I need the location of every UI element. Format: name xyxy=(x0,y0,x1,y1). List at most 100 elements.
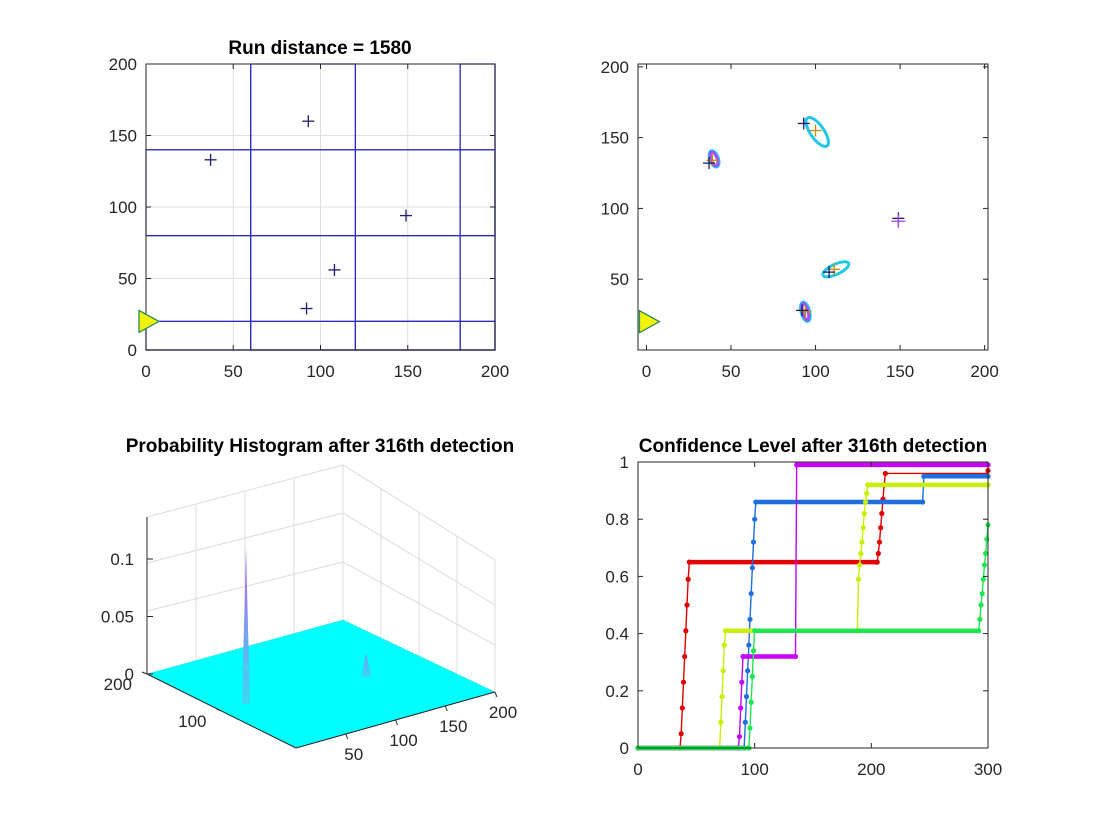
estimate-plot-x-tick-label: 150 xyxy=(886,362,914,381)
confidence-point xyxy=(857,562,863,568)
estimate-plot-y-tick-label: 50 xyxy=(610,270,629,289)
confidence-point xyxy=(753,499,759,505)
confidence-level-plot: Confidence Level after 316th detection 0… xyxy=(605,436,1002,779)
confidence-point xyxy=(736,733,743,740)
confidence-point xyxy=(684,602,690,608)
confidence-point xyxy=(882,470,888,477)
confidence-point xyxy=(680,679,687,685)
search-plot-y-tick-label: 0 xyxy=(128,341,137,360)
search-plot-x-tick-label: 100 xyxy=(306,362,334,381)
confidence-point xyxy=(685,576,691,582)
search-plot-x-tick-label: 0 xyxy=(141,362,150,381)
search-plot-x-tick-label: 200 xyxy=(481,362,509,381)
confidence-point xyxy=(980,576,986,582)
z-tick-label: 0 xyxy=(125,665,134,684)
confidence-point xyxy=(858,550,864,557)
confidence-point xyxy=(920,499,926,505)
confidence-point xyxy=(738,705,744,711)
confidence-point xyxy=(743,693,750,700)
confidence-point xyxy=(752,516,758,522)
confidence-point xyxy=(750,648,757,654)
confidence-point xyxy=(747,725,753,731)
confidence-ellipse xyxy=(804,116,830,148)
confidence-point xyxy=(984,536,990,542)
y-tick-mark xyxy=(141,671,148,675)
confidence-point xyxy=(683,628,689,634)
confidence-plot-x-tick-label: 300 xyxy=(974,760,1002,779)
confidence-point xyxy=(678,731,684,737)
estimate-plot-y-tick-label: 200 xyxy=(601,58,629,77)
confidence-point xyxy=(686,559,692,565)
confidence-plot-y-tick-label: 0.2 xyxy=(605,682,629,701)
histogram-grid xyxy=(146,464,496,700)
confidence-plot-y-tick-label: 0 xyxy=(620,739,629,758)
estimate-plot-x-tick-label: 0 xyxy=(642,362,651,381)
confidence-point xyxy=(874,559,880,565)
confidence-point xyxy=(718,719,724,725)
y-tick-label: 100 xyxy=(178,712,206,731)
y-tick-label: 200 xyxy=(104,675,132,694)
confidence-point xyxy=(722,628,729,634)
histogram-title: Probability Histogram after 316th detect… xyxy=(126,436,515,457)
y-tick-mark xyxy=(216,708,222,712)
probability-peak xyxy=(240,660,251,670)
confidence-point xyxy=(878,525,884,531)
confidence-point xyxy=(679,705,685,711)
probability-peak xyxy=(361,652,372,677)
x-tick-mark xyxy=(444,705,448,712)
confidence-point xyxy=(979,590,985,597)
confidence-point xyxy=(862,499,869,505)
confidence-point xyxy=(746,642,752,648)
target-estimate-plot: 0 50 100 150 200 50 100 150 200 xyxy=(601,58,999,381)
confidence-plot-y-tick-label: 0.8 xyxy=(605,510,629,529)
estimate-plot-x-tick-label: 200 xyxy=(970,362,998,381)
confidence-point xyxy=(749,673,755,680)
confidence-plot-y-tick-label: 0.4 xyxy=(605,625,629,644)
confidence-plot-y-tick-label: 1 xyxy=(620,453,629,472)
confidence-point xyxy=(752,628,758,634)
estimate-plot-y-tick-label: 150 xyxy=(601,129,629,148)
search-pattern-plot: Run distance = 1580 0 50 100 150 200 0 50 100 15… xyxy=(109,38,510,381)
confidence-series-line xyxy=(638,475,988,749)
confidence-point xyxy=(864,490,870,497)
confidence-point xyxy=(983,550,989,557)
probability-peak xyxy=(242,548,250,705)
confidence-point xyxy=(977,616,983,622)
x-tick-mark xyxy=(494,691,498,698)
confidence-title: Confidence Level after 316th detection xyxy=(639,436,987,457)
confidence-point xyxy=(981,562,988,568)
confidence-point xyxy=(750,539,757,545)
estimate-plot-x-tick-label: 100 xyxy=(801,362,829,381)
confidence-point xyxy=(749,565,755,571)
search-plot-x-tick-label: 150 xyxy=(394,362,422,381)
search-plot-y-tick-label: 150 xyxy=(109,127,137,146)
confidence-series-line xyxy=(638,464,988,749)
search-plot-y-tick-label: 50 xyxy=(118,270,137,289)
search-plot-x-tick-label: 50 xyxy=(224,362,243,381)
confidence-point xyxy=(865,482,871,488)
confidence-point xyxy=(682,653,688,660)
x-tick-label: 100 xyxy=(389,731,417,750)
confidence-point xyxy=(860,525,866,531)
x-tick-mark xyxy=(345,733,349,740)
confidence-plot-x-tick-label: 100 xyxy=(740,760,768,779)
estimate-plot-axes-box xyxy=(637,63,989,351)
yellow-triangle-vehicle-icon xyxy=(138,309,161,334)
confidence-point xyxy=(748,590,754,597)
confidence-point xyxy=(976,628,982,634)
confidence-point xyxy=(978,602,984,608)
estimate-plot-y-tick-label: 100 xyxy=(601,199,629,218)
confidence-point xyxy=(876,539,883,545)
x-tick-label: 200 xyxy=(489,703,517,722)
confidence-series-line xyxy=(638,524,989,749)
confidence-point xyxy=(747,616,753,622)
search-plot-y-tick-label: 200 xyxy=(109,55,137,74)
confidence-point xyxy=(748,699,754,705)
confidence-plot-x-tick-label: 200 xyxy=(857,760,885,779)
confidence-point xyxy=(875,550,881,557)
confidence-point xyxy=(745,668,751,674)
search-plot-title: Run distance = 1580 xyxy=(228,38,411,59)
confidence-point xyxy=(855,576,862,582)
confidence-plot-axes-box xyxy=(637,461,989,749)
z-tick-label: 0.1 xyxy=(110,550,134,569)
